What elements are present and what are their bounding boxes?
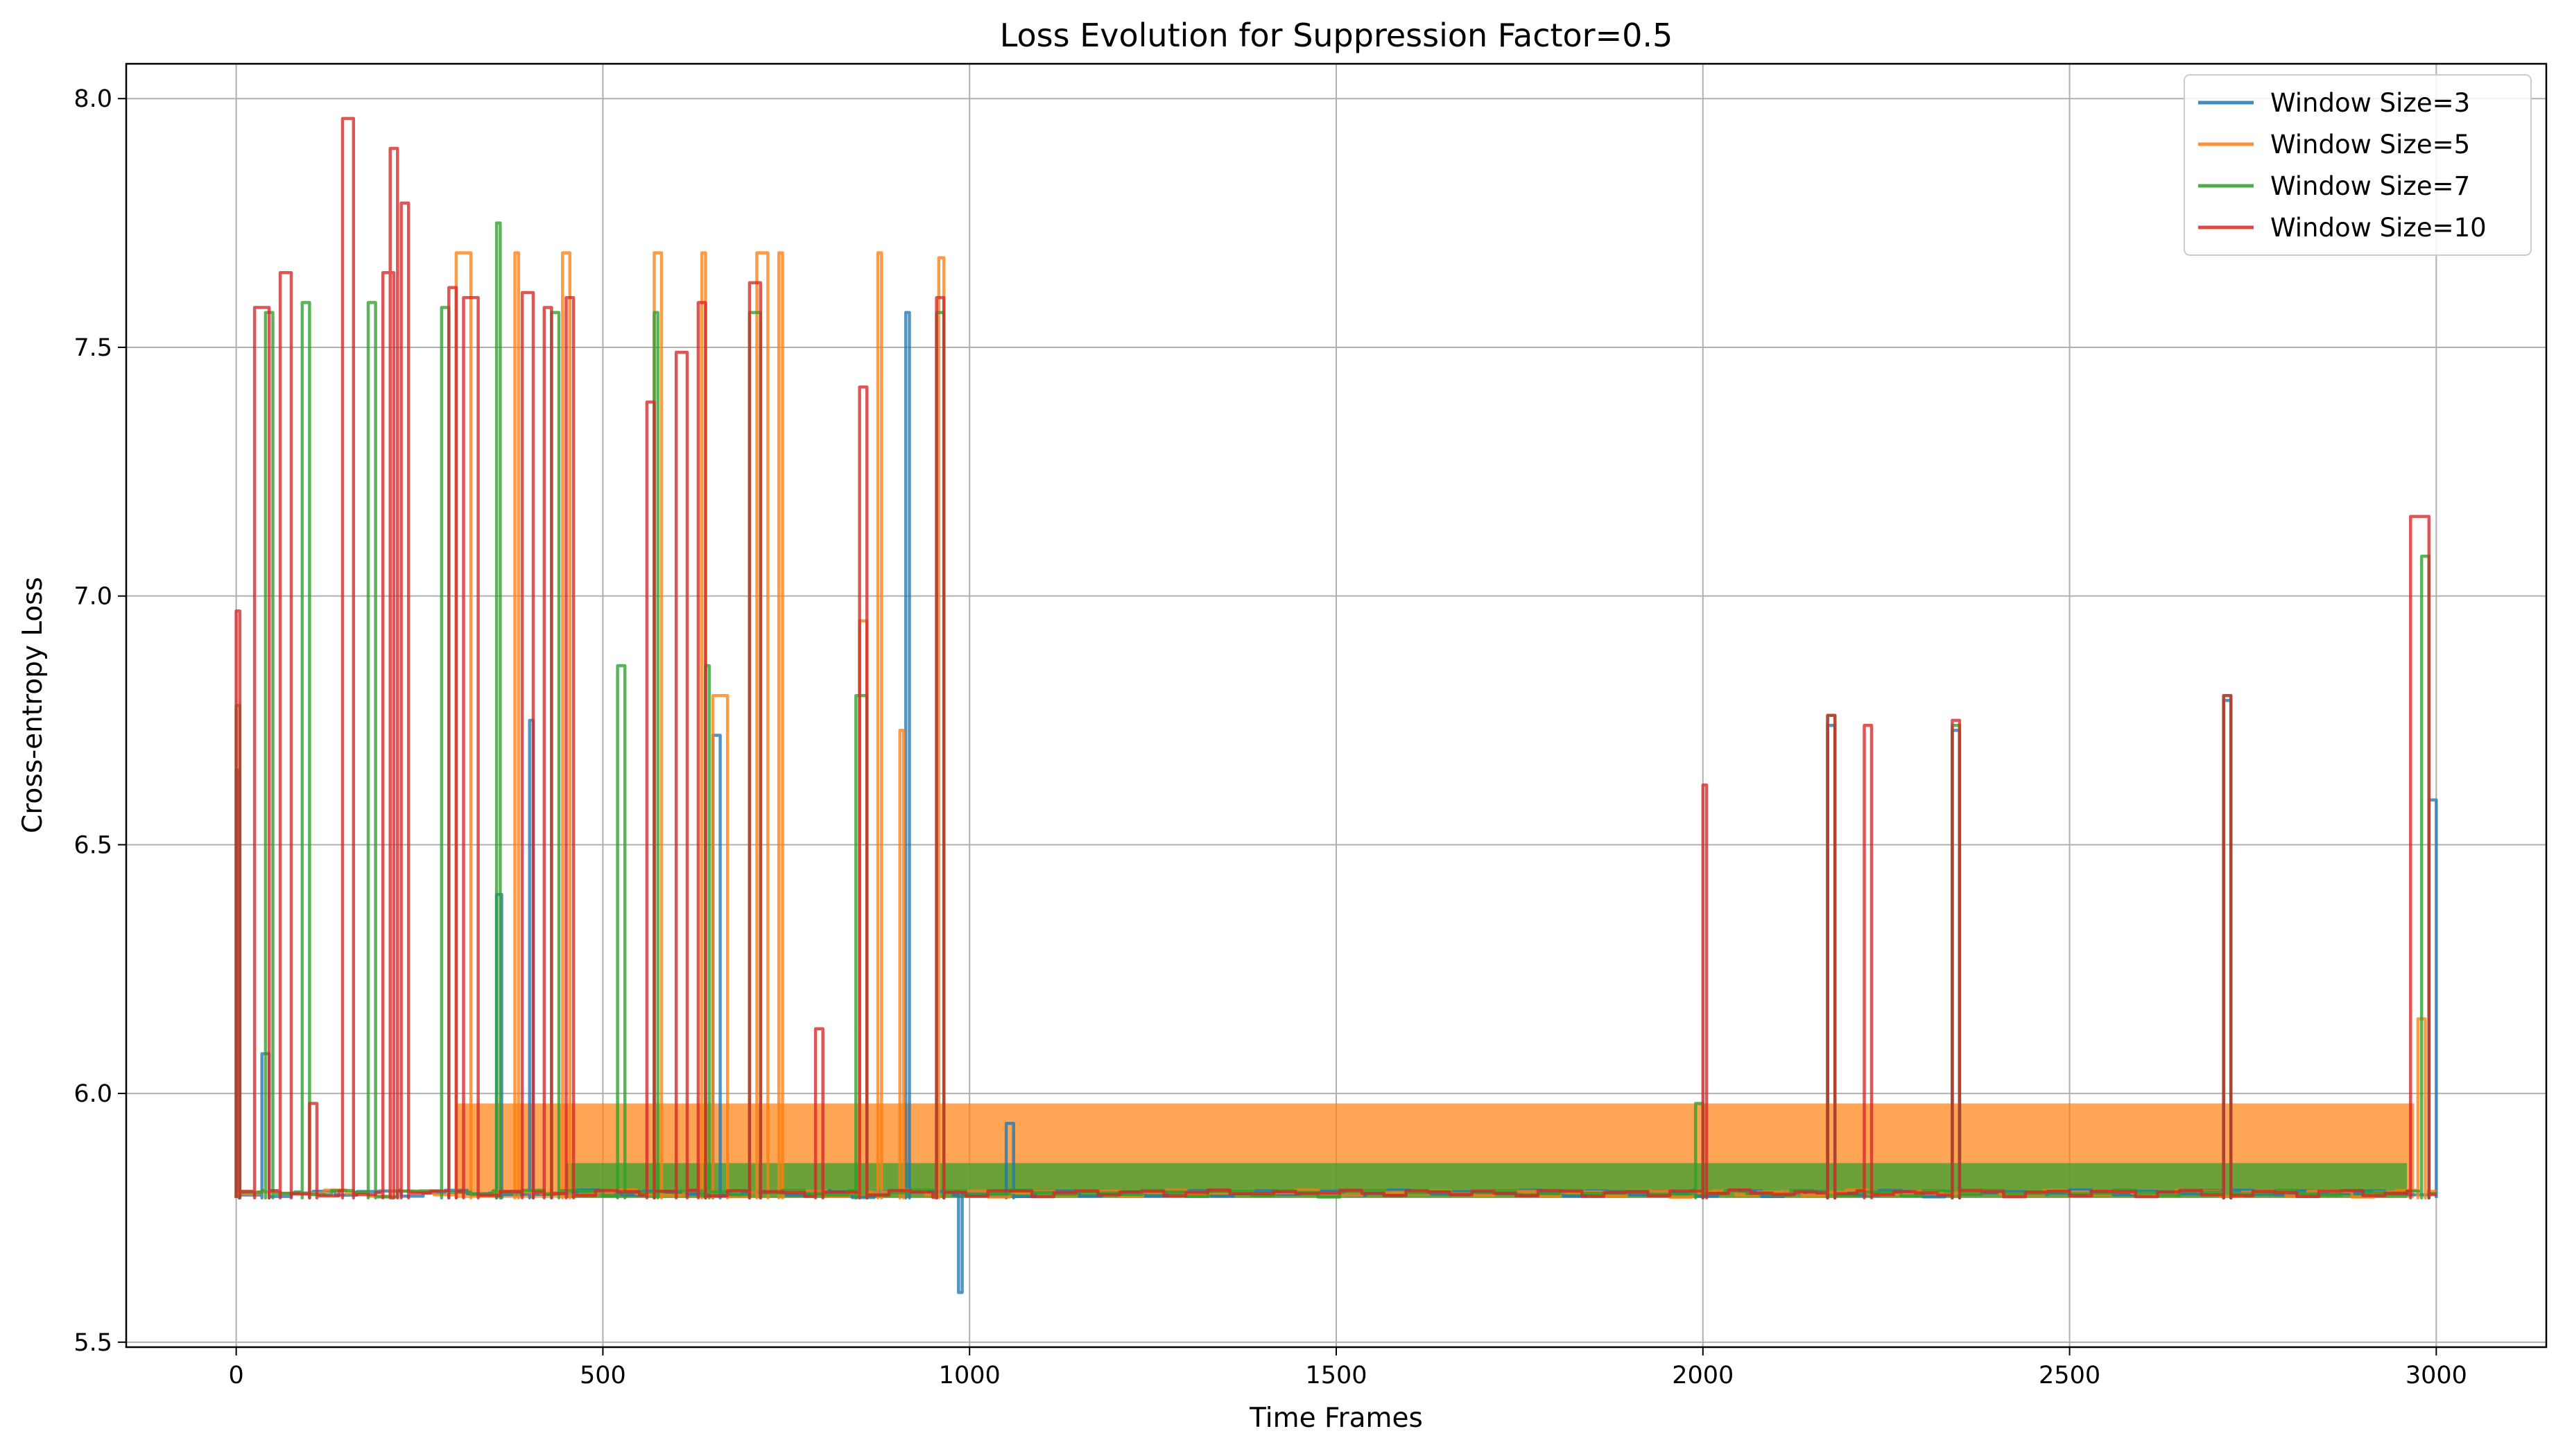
chart-title: Loss Evolution for Suppression Factor=0.… [1000,17,1673,54]
legend-label: Window Size=7 [2270,171,2470,201]
x-tick-label: 0 [228,1362,243,1389]
x-tick-label: 1000 [939,1362,1001,1389]
series-line-4 [234,116,2437,1200]
grid [126,64,2546,1347]
y-tick-label: 5.5 [74,1329,112,1357]
x-tick-label: 2000 [1672,1362,1734,1389]
y-axis-title: Cross-entropy Loss [17,577,49,833]
series-lines [234,116,2438,1294]
x-tick-label: 1500 [1305,1362,1367,1389]
y-tick-label: 6.5 [74,831,112,859]
x-tick-label: 500 [580,1362,626,1389]
y-tick-label: 7.0 [74,583,112,611]
y-tick-label: 7.5 [74,334,112,362]
y-tick-label: 6.0 [74,1080,112,1108]
legend-label: Window Size=10 [2270,213,2487,243]
x-tick-label: 2500 [2039,1362,2100,1389]
y-tick-label: 8.0 [74,85,112,113]
legend-box [2184,74,2532,256]
axis-ticks: 0 500 1000 1500 2000 2500 3000 5.5 6.0 6.5 7.0 7.5 8… [74,85,2467,1389]
legend: Window Size=3 Window Size=5 Window Size=7 W… [2184,74,2532,256]
legend-label: Window Size=5 [2270,130,2470,159]
x-tick-label: 3000 [2406,1362,2467,1389]
legend-label: Window Size=3 [2270,88,2470,118]
x-axis-title: Time Frames [1249,1403,1423,1434]
